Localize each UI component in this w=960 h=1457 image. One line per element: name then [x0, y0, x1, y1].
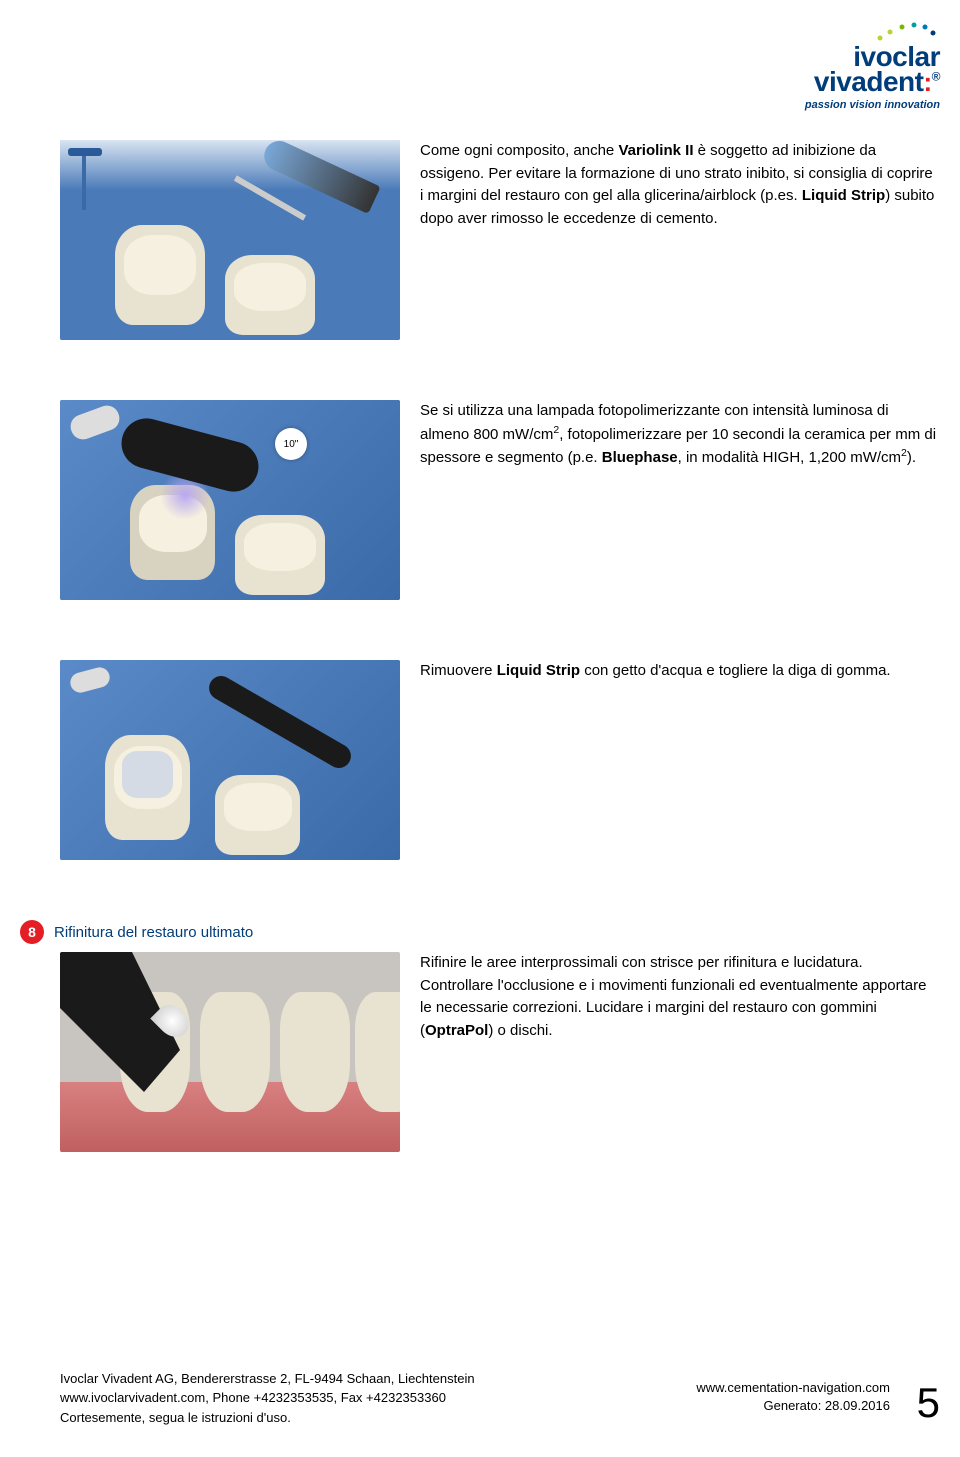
- footer-company: Ivoclar Vivadent AG, Bendererstrasse 2, …: [60, 1369, 475, 1389]
- main-content: Come ogni composito, anche Variolink II …: [0, 0, 960, 1152]
- footer-generated: Generato: 28.09.2016: [696, 1397, 890, 1415]
- footer-contact: www.ivoclarvivadent.com, Phone +42323535…: [60, 1388, 475, 1408]
- step-text: Rimuovere Liquid Strip con getto d'acqua…: [420, 660, 940, 683]
- footer-url: www.cementation-navigation.com: [696, 1379, 890, 1397]
- footer-right: www.cementation-navigation.com Generato:…: [696, 1379, 890, 1415]
- brand-logo: ivoclar vivadent:® passion vision innova…: [805, 20, 940, 111]
- step-row: 8 Rifinitura del restauro ultimato Rifin…: [60, 920, 940, 1152]
- step-image-finish: [60, 952, 400, 1152]
- page-number: 5: [917, 1379, 940, 1427]
- logo-line2: vivadent: [814, 66, 924, 97]
- step-image-remove: [60, 660, 400, 860]
- step-number-badge: 8: [20, 920, 44, 944]
- timer-badge: 10": [275, 428, 307, 460]
- step-text: Rifinire le aree interprossimali con str…: [420, 952, 940, 1042]
- step-row: Rimuovere Liquid Strip con getto d'acqua…: [60, 660, 940, 860]
- step-text: Se si utilizza una lampada fotopolimeriz…: [420, 400, 940, 470]
- logo-tagline: passion vision innovation: [805, 99, 940, 111]
- step-row: 10" Se si utilizza una lampada fotopolim…: [60, 400, 940, 600]
- step-row: Come ogni composito, anche Variolink II …: [60, 140, 940, 340]
- footer-instructions: Cortesemente, segua le istruzioni d'uso.: [60, 1408, 475, 1428]
- step-image-curing: 10": [60, 400, 400, 600]
- logo-registered: ®: [932, 70, 940, 84]
- step-text: Come ogni composito, anche Variolink II …: [420, 140, 940, 230]
- step-image-syringe: [60, 140, 400, 340]
- step-title: Rifinitura del restauro ultimato: [54, 924, 253, 941]
